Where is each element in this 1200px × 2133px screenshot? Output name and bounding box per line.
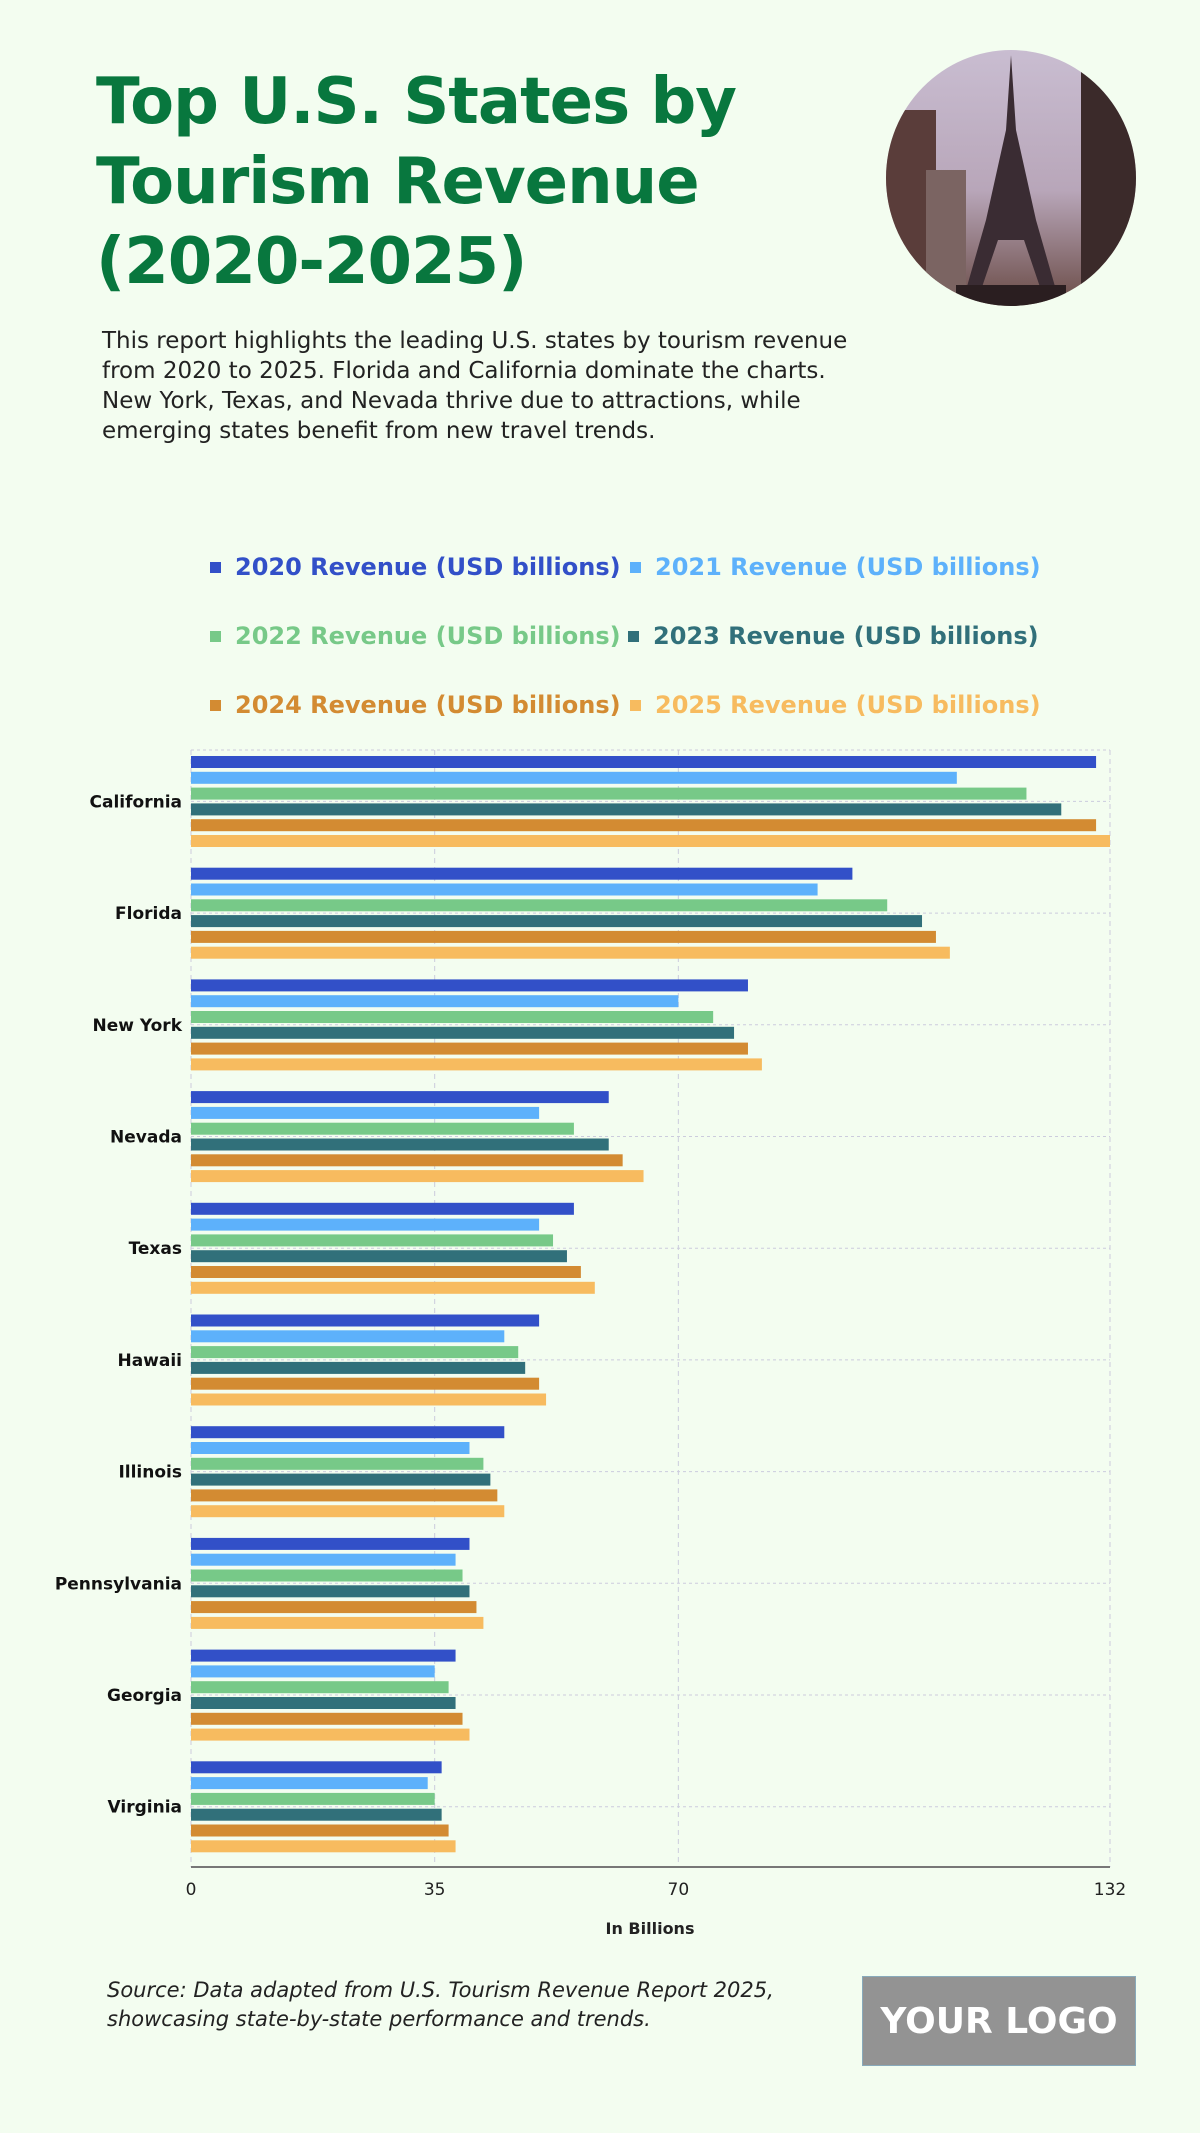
bar-illinois-3 bbox=[191, 1473, 491, 1486]
bar-new-york-0 bbox=[191, 979, 748, 992]
bar-texas-5 bbox=[191, 1281, 595, 1294]
logo-placeholder: YOUR LOGO bbox=[862, 1976, 1136, 2066]
legend-item: 2022 Revenue (USD billions) bbox=[210, 622, 621, 650]
bar-new-york-4 bbox=[191, 1042, 748, 1055]
x-tick-label: 0 bbox=[186, 1880, 197, 1900]
bar-california-5 bbox=[191, 835, 1110, 847]
bar-nevada-1 bbox=[191, 1106, 540, 1119]
y-category-label: Virginia bbox=[108, 1798, 182, 1818]
bar-illinois-1 bbox=[191, 1442, 470, 1454]
bar-illinois-5 bbox=[191, 1505, 505, 1518]
bar-georgia-4 bbox=[191, 1712, 463, 1725]
page-title: Top U.S. States by Tourism Revenue (2020… bbox=[96, 65, 737, 299]
x-tick-label: 132 bbox=[1094, 1880, 1126, 1900]
bar-illinois-4 bbox=[191, 1489, 498, 1502]
bar-texas-1 bbox=[191, 1218, 540, 1231]
bar-chart: 0 35 70 132 California Florida New York Nevada T… bbox=[55, 749, 1126, 1938]
bar-texas-2 bbox=[191, 1234, 554, 1247]
x-tick-label: 35 bbox=[424, 1880, 446, 1900]
bar-pennsylvania-5 bbox=[191, 1616, 484, 1629]
legend-swatch bbox=[210, 561, 221, 573]
x-tick-label: 70 bbox=[668, 1880, 690, 1900]
bar-florida-2 bbox=[191, 899, 888, 912]
bar-pennsylvania-3 bbox=[191, 1585, 470, 1598]
legend-label: 2020 Revenue (USD billions) bbox=[235, 553, 621, 581]
bar-pennsylvania-4 bbox=[191, 1601, 477, 1614]
bar-florida-0 bbox=[191, 867, 853, 880]
bar-nevada-3 bbox=[191, 1138, 609, 1151]
bar-pennsylvania-2 bbox=[191, 1569, 463, 1582]
x-axis-title: In Billions bbox=[606, 1919, 695, 1938]
bar-georgia-3 bbox=[191, 1697, 456, 1709]
y-category-label: Hawaii bbox=[117, 1351, 182, 1371]
bar-hawaii-1 bbox=[191, 1330, 505, 1343]
bar-hawaii-0 bbox=[191, 1314, 540, 1327]
bar-hawaii-3 bbox=[191, 1361, 526, 1374]
bar-hawaii-4 bbox=[191, 1377, 540, 1390]
legend-item: 2025 Revenue (USD billions) bbox=[630, 691, 1041, 719]
y-category-label: Nevada bbox=[110, 1128, 182, 1148]
bar-nevada-2 bbox=[191, 1122, 574, 1135]
y-category-label: Georgia bbox=[107, 1686, 182, 1706]
bar-california-1 bbox=[191, 771, 957, 784]
bar-georgia-2 bbox=[191, 1681, 449, 1694]
legend-swatch bbox=[210, 630, 221, 642]
legend-item: 2023 Revenue (USD billions) bbox=[628, 622, 1039, 650]
bar-california-2 bbox=[191, 787, 1027, 800]
bar-texas-3 bbox=[191, 1250, 567, 1263]
bar-virginia-2 bbox=[191, 1792, 435, 1805]
bar-new-york-5 bbox=[191, 1058, 762, 1071]
bar-georgia-1 bbox=[191, 1665, 435, 1678]
bar-texas-4 bbox=[191, 1266, 581, 1278]
bar-virginia-4 bbox=[191, 1824, 449, 1837]
legend-swatch bbox=[628, 630, 639, 642]
legend-swatch bbox=[210, 699, 221, 711]
bar-florida-4 bbox=[191, 930, 936, 943]
legend-label: 2023 Revenue (USD billions) bbox=[653, 622, 1039, 650]
bar-nevada-4 bbox=[191, 1154, 623, 1167]
bar-florida-1 bbox=[191, 883, 818, 896]
bar-california-4 bbox=[191, 819, 1097, 832]
legend-label: 2021 Revenue (USD billions) bbox=[655, 553, 1041, 581]
bar-illinois-2 bbox=[191, 1457, 484, 1470]
bar-hawaii-5 bbox=[191, 1393, 547, 1406]
legend-label: 2022 Revenue (USD billions) bbox=[235, 622, 621, 650]
bar-texas-0 bbox=[191, 1202, 574, 1215]
bar-illinois-0 bbox=[191, 1426, 505, 1439]
legend-item: 2020 Revenue (USD billions) bbox=[210, 553, 621, 581]
source-note: Source: Data adapted from U.S. Tourism R… bbox=[107, 1978, 774, 2031]
bar-florida-5 bbox=[191, 946, 950, 959]
bar-new-york-3 bbox=[191, 1026, 735, 1039]
bar-georgia-5 bbox=[191, 1728, 470, 1741]
bar-california-3 bbox=[191, 803, 1062, 816]
bar-virginia-3 bbox=[191, 1808, 442, 1821]
legend-swatch bbox=[630, 699, 641, 711]
y-category-label: New York bbox=[93, 1016, 183, 1036]
bar-virginia-5 bbox=[191, 1840, 456, 1853]
y-category-label: California bbox=[90, 792, 182, 812]
y-category-label: Texas bbox=[129, 1239, 182, 1259]
legend-swatch bbox=[630, 561, 641, 573]
description: This report highlights the leading U.S. … bbox=[102, 328, 848, 444]
legend-label: 2025 Revenue (USD billions) bbox=[655, 691, 1041, 719]
bar-new-york-1 bbox=[191, 995, 679, 1008]
legend-item: 2021 Revenue (USD billions) bbox=[630, 553, 1041, 581]
bar-nevada-0 bbox=[191, 1091, 609, 1104]
bar-virginia-1 bbox=[191, 1777, 428, 1790]
bar-georgia-0 bbox=[191, 1649, 456, 1662]
legend-item: 2024 Revenue (USD billions) bbox=[210, 691, 621, 719]
bar-hawaii-2 bbox=[191, 1346, 519, 1359]
y-category-label: Illinois bbox=[118, 1463, 182, 1483]
y-category-label: Pennsylvania bbox=[55, 1574, 182, 1594]
y-category-label: Florida bbox=[115, 904, 182, 924]
legend-label: 2024 Revenue (USD billions) bbox=[235, 691, 621, 719]
bar-pennsylvania-1 bbox=[191, 1553, 456, 1566]
bar-california-0 bbox=[191, 756, 1097, 768]
bar-new-york-2 bbox=[191, 1011, 714, 1023]
bar-pennsylvania-0 bbox=[191, 1537, 470, 1550]
bar-florida-3 bbox=[191, 915, 923, 928]
bar-nevada-5 bbox=[191, 1170, 644, 1183]
bar-virginia-0 bbox=[191, 1761, 442, 1774]
